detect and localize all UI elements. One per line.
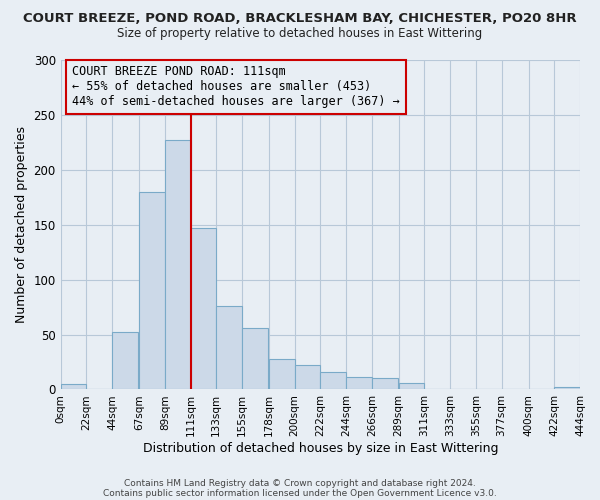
- Text: Contains HM Land Registry data © Crown copyright and database right 2024.: Contains HM Land Registry data © Crown c…: [124, 478, 476, 488]
- Bar: [216, 306, 242, 390]
- Bar: [295, 366, 320, 390]
- Bar: [346, 378, 372, 390]
- Text: COURT BREEZE, POND ROAD, BRACKLESHAM BAY, CHICHESTER, PO20 8HR: COURT BREEZE, POND ROAD, BRACKLESHAM BAY…: [23, 12, 577, 26]
- Bar: [61, 384, 86, 390]
- Bar: [554, 388, 580, 390]
- Bar: [139, 192, 165, 390]
- Bar: [372, 378, 398, 390]
- Y-axis label: Number of detached properties: Number of detached properties: [15, 126, 28, 323]
- X-axis label: Distribution of detached houses by size in East Wittering: Distribution of detached houses by size …: [143, 442, 498, 455]
- Text: COURT BREEZE POND ROAD: 111sqm
← 55% of detached houses are smaller (453)
44% of: COURT BREEZE POND ROAD: 111sqm ← 55% of …: [73, 66, 400, 108]
- Bar: [399, 383, 424, 390]
- Bar: [165, 140, 191, 390]
- Text: Size of property relative to detached houses in East Wittering: Size of property relative to detached ho…: [118, 28, 482, 40]
- Bar: [242, 328, 268, 390]
- Bar: [112, 332, 138, 390]
- Bar: [269, 358, 295, 390]
- Bar: [320, 372, 346, 390]
- Bar: [191, 228, 216, 390]
- Text: Contains public sector information licensed under the Open Government Licence v3: Contains public sector information licen…: [103, 488, 497, 498]
